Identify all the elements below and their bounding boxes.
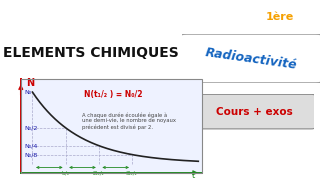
FancyBboxPatch shape — [237, 2, 320, 32]
Text: 2t₁/₂: 2t₁/₂ — [93, 171, 105, 176]
Text: N₀: N₀ — [24, 90, 31, 94]
Text: ELEMENTS CHIMIQUES: ELEMENTS CHIMIQUES — [3, 46, 179, 60]
Text: ENSEIGNEMENT SCIENTIFIQUE: ENSEIGNEMENT SCIENTIFIQUE — [2, 11, 228, 24]
Text: Cours + exos: Cours + exos — [216, 107, 293, 117]
Text: N₀/2: N₀/2 — [24, 125, 37, 130]
Text: N(t₁/₂ ) = N₀/2: N(t₁/₂ ) = N₀/2 — [84, 90, 142, 99]
Text: Radioactivité: Radioactivité — [204, 46, 298, 71]
FancyBboxPatch shape — [194, 94, 315, 129]
Text: t₁/₂: t₁/₂ — [61, 171, 70, 176]
Text: A chaque durée écoulée égale à
une demi-vie, le nombre de noyaux
précédent est d: A chaque durée écoulée égale à une demi-… — [82, 112, 176, 130]
Text: 3t₁/₂: 3t₁/₂ — [126, 171, 138, 176]
Text: t: t — [192, 171, 195, 180]
Text: 1ère: 1ère — [266, 12, 294, 22]
Text: N: N — [26, 78, 34, 88]
FancyBboxPatch shape — [180, 34, 320, 83]
Text: N₀/8: N₀/8 — [24, 152, 37, 157]
Text: N₀/4: N₀/4 — [24, 143, 37, 148]
